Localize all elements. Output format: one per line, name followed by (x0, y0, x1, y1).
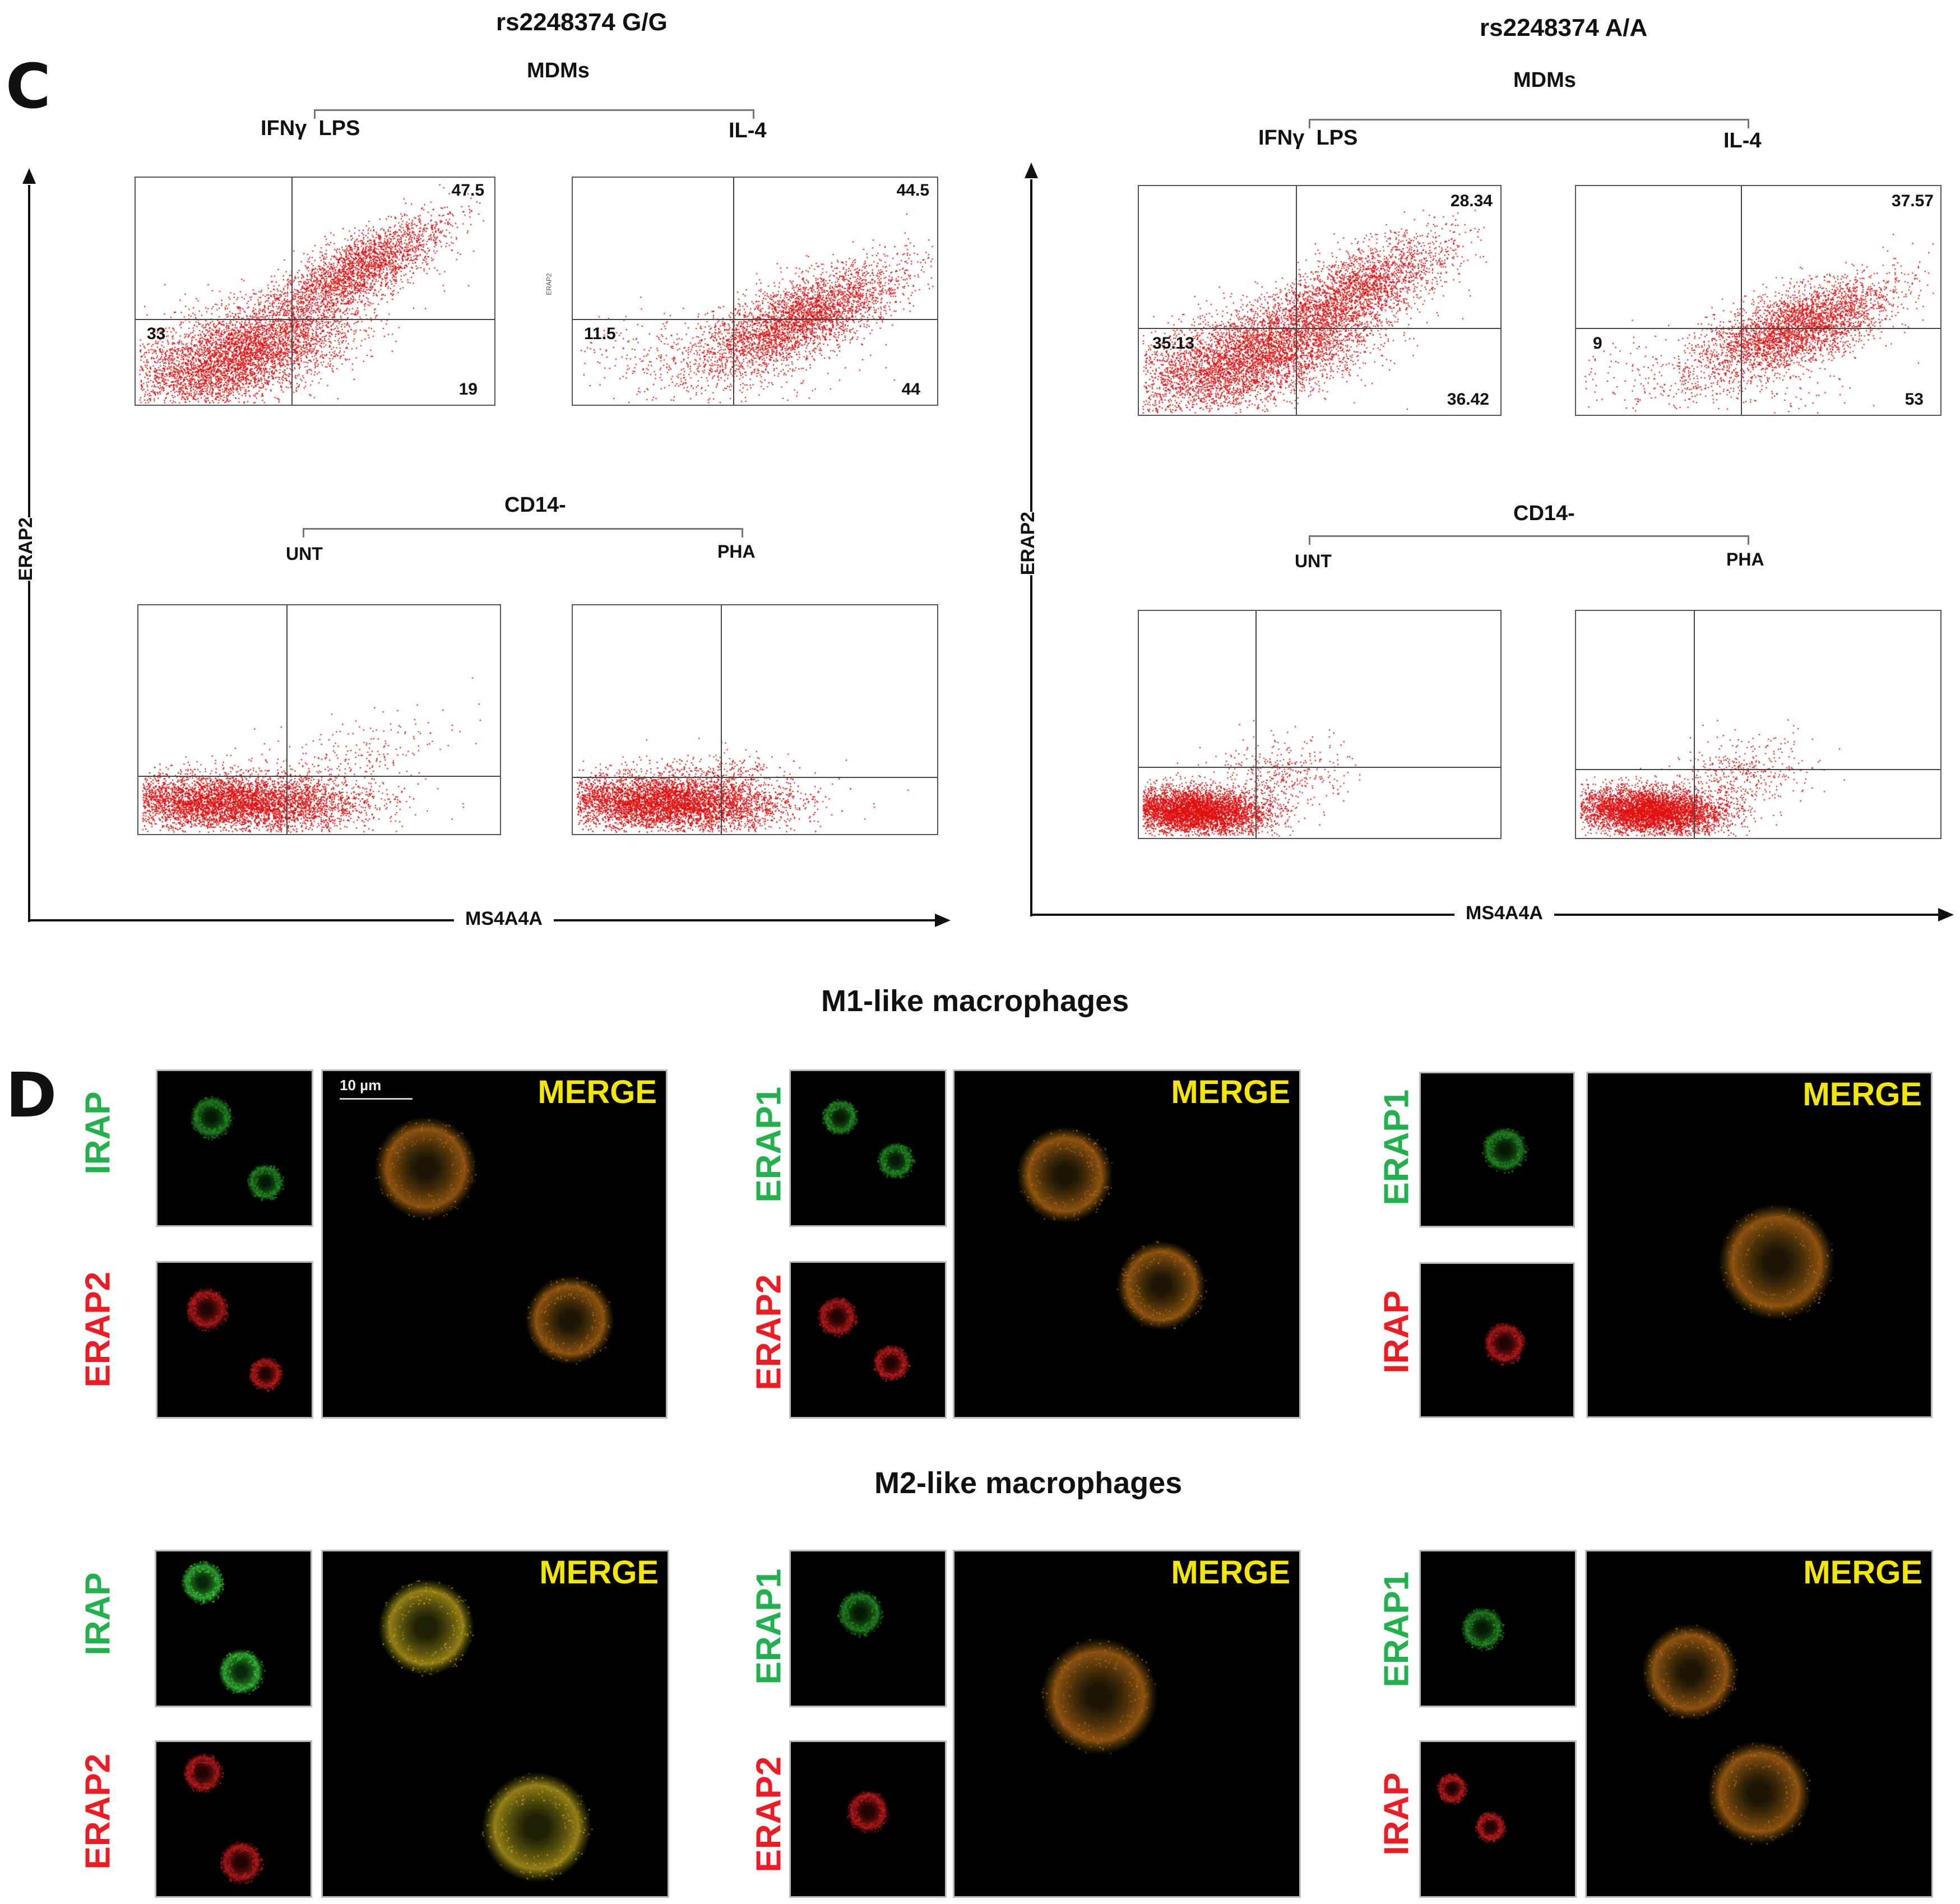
micro-m2-irap (155, 1550, 312, 1707)
mdms-bracket-gg (314, 109, 754, 119)
micro-m2-erap1 (1419, 1550, 1577, 1707)
quadrant-tl: 35.13 (1152, 334, 1195, 353)
flow-plot-gg-il4: 44.5 11.5 44 (572, 177, 938, 406)
quadrant-br: 53 (1905, 390, 1924, 409)
quadrant-br: 36.42 (1447, 390, 1489, 409)
channel-label-erap2: ERAP2 (78, 1271, 118, 1388)
quadrant-tr: 28.34 (1450, 192, 1493, 210)
quadrant-br: 44 (901, 380, 920, 399)
cond-il4-aa: IL-4 (1723, 129, 1762, 152)
quadrant-tl: 33 (147, 325, 166, 343)
m1-section-title: M1-like macrophages (821, 984, 1129, 1018)
micro-m1-erap1 (789, 1069, 947, 1227)
cond-ifn-lps-aa: IFNγ LPS (1258, 126, 1358, 150)
flow-plot-aa-ifn-lps: 28.34 35.13 36.42 (1138, 185, 1502, 416)
channel-label-irap: IRAP (78, 1091, 118, 1175)
channel-label-irap: IRAP (78, 1572, 118, 1656)
quadrant-tr: 44.5 (896, 181, 929, 200)
micro-m2-merge-3: MERGE (1585, 1550, 1933, 1898)
mdms-label-aa: MDMs (1513, 68, 1576, 92)
cd14-label-aa: CD14- (1513, 502, 1575, 525)
merge-label: MERGE (1803, 1076, 1922, 1113)
y-axis-label-aa: ERAP2 (1012, 511, 1045, 576)
y-axis-label-gg: ERAP2 (10, 517, 43, 581)
channel-label-erap1: ERAP1 (749, 1086, 789, 1203)
y-axis-arrow-gg (22, 168, 36, 184)
micro-m1-erap1 (1419, 1072, 1575, 1227)
mdms-bracket-aa (1309, 119, 1749, 128)
genotype-title-aa: rs2248374 A/A (1480, 14, 1648, 41)
micro-m2-erap2 (789, 1740, 947, 1898)
cd14-bracket-aa (1309, 535, 1749, 545)
cd14-bracket-gg (303, 528, 743, 538)
flow-plot-gg-unt (137, 604, 501, 835)
micro-m1-erap2 (156, 1261, 313, 1419)
channel-label-erap1: ERAP1 (1377, 1089, 1416, 1206)
merge-label: MERGE (1803, 1554, 1922, 1591)
merge-label: MERGE (1171, 1074, 1290, 1110)
unt-label-aa: UNT (1295, 551, 1332, 571)
x-axis-arrow-gg (935, 914, 951, 927)
flow-plot-gg-ifn-lps: 47.5 33 19 (135, 177, 495, 406)
x-axis-label-gg: MS4A4A (454, 908, 554, 930)
micro-m2-merge-2: MERGE (953, 1550, 1301, 1898)
micro-m1-merge-2: MERGE (953, 1069, 1301, 1419)
channel-label-irap: IRAP (1377, 1290, 1416, 1374)
micro-m1-irap (156, 1069, 313, 1227)
micro-m2-merge-1: MERGE (321, 1550, 669, 1898)
panel-d-letter: D (6, 1059, 57, 1131)
flow-plot-aa-il4: 37.57 9 53 (1575, 185, 1942, 416)
x-axis-label-aa: MS4A4A (1454, 902, 1554, 924)
scale-bar (340, 1098, 413, 1100)
m2-section-title: M2-like macrophages (874, 1466, 1183, 1500)
micro-m1-merge-1: 10 µm MERGE (321, 1069, 668, 1419)
panel-c-letter: C (6, 50, 51, 122)
mdms-label-gg: MDMs (527, 59, 590, 82)
quadrant-tl: 11.5 (584, 325, 616, 343)
channel-label-erap1: ERAP1 (749, 1568, 789, 1685)
flow-plot-aa-pha (1575, 610, 1942, 839)
flow-plot-gg-pha (572, 604, 938, 835)
merge-label: MERGE (539, 1554, 659, 1591)
channel-label-erap2: ERAP2 (749, 1756, 789, 1873)
micro-m1-irap (1419, 1262, 1575, 1418)
micro-m2-erap2 (155, 1740, 312, 1898)
genotype-title-gg: rs2248374 G/G (496, 8, 668, 36)
channel-label-erap1: ERAP1 (1377, 1571, 1416, 1688)
quadrant-tr: 47.5 (451, 181, 484, 200)
flow-plot-aa-unt (1138, 610, 1502, 839)
y-axis-arrow-aa (1025, 163, 1038, 178)
merge-label: MERGE (538, 1074, 657, 1110)
merge-label: MERGE (1171, 1554, 1290, 1591)
micro-m2-irap (1419, 1740, 1577, 1898)
pha-label-gg: PHA (717, 541, 756, 562)
quadrant-br: 19 (458, 380, 478, 399)
pha-label-aa: PHA (1726, 549, 1764, 569)
micro-m1-merge-3: MERGE (1586, 1072, 1933, 1418)
scale-label: 10 µm (340, 1077, 382, 1094)
channel-label-erap2: ERAP2 (749, 1274, 789, 1391)
quadrant-tr: 37.57 (1891, 192, 1934, 210)
micro-m2-erap1 (789, 1550, 947, 1707)
cond-ifn-lps-gg: IFNγ LPS (261, 117, 360, 140)
erap2-small-axis-label: ERAP2 (545, 273, 553, 295)
channel-label-irap: IRAP (1377, 1772, 1416, 1856)
cd14-label-gg: CD14- (504, 493, 566, 517)
unt-label-gg: UNT (286, 544, 323, 564)
micro-m1-erap2 (789, 1261, 947, 1419)
x-axis-arrow-aa (1938, 908, 1954, 921)
quadrant-tl: 9 (1593, 334, 1602, 353)
cond-il4-gg: IL-4 (729, 119, 767, 142)
channel-label-erap2: ERAP2 (78, 1753, 118, 1870)
